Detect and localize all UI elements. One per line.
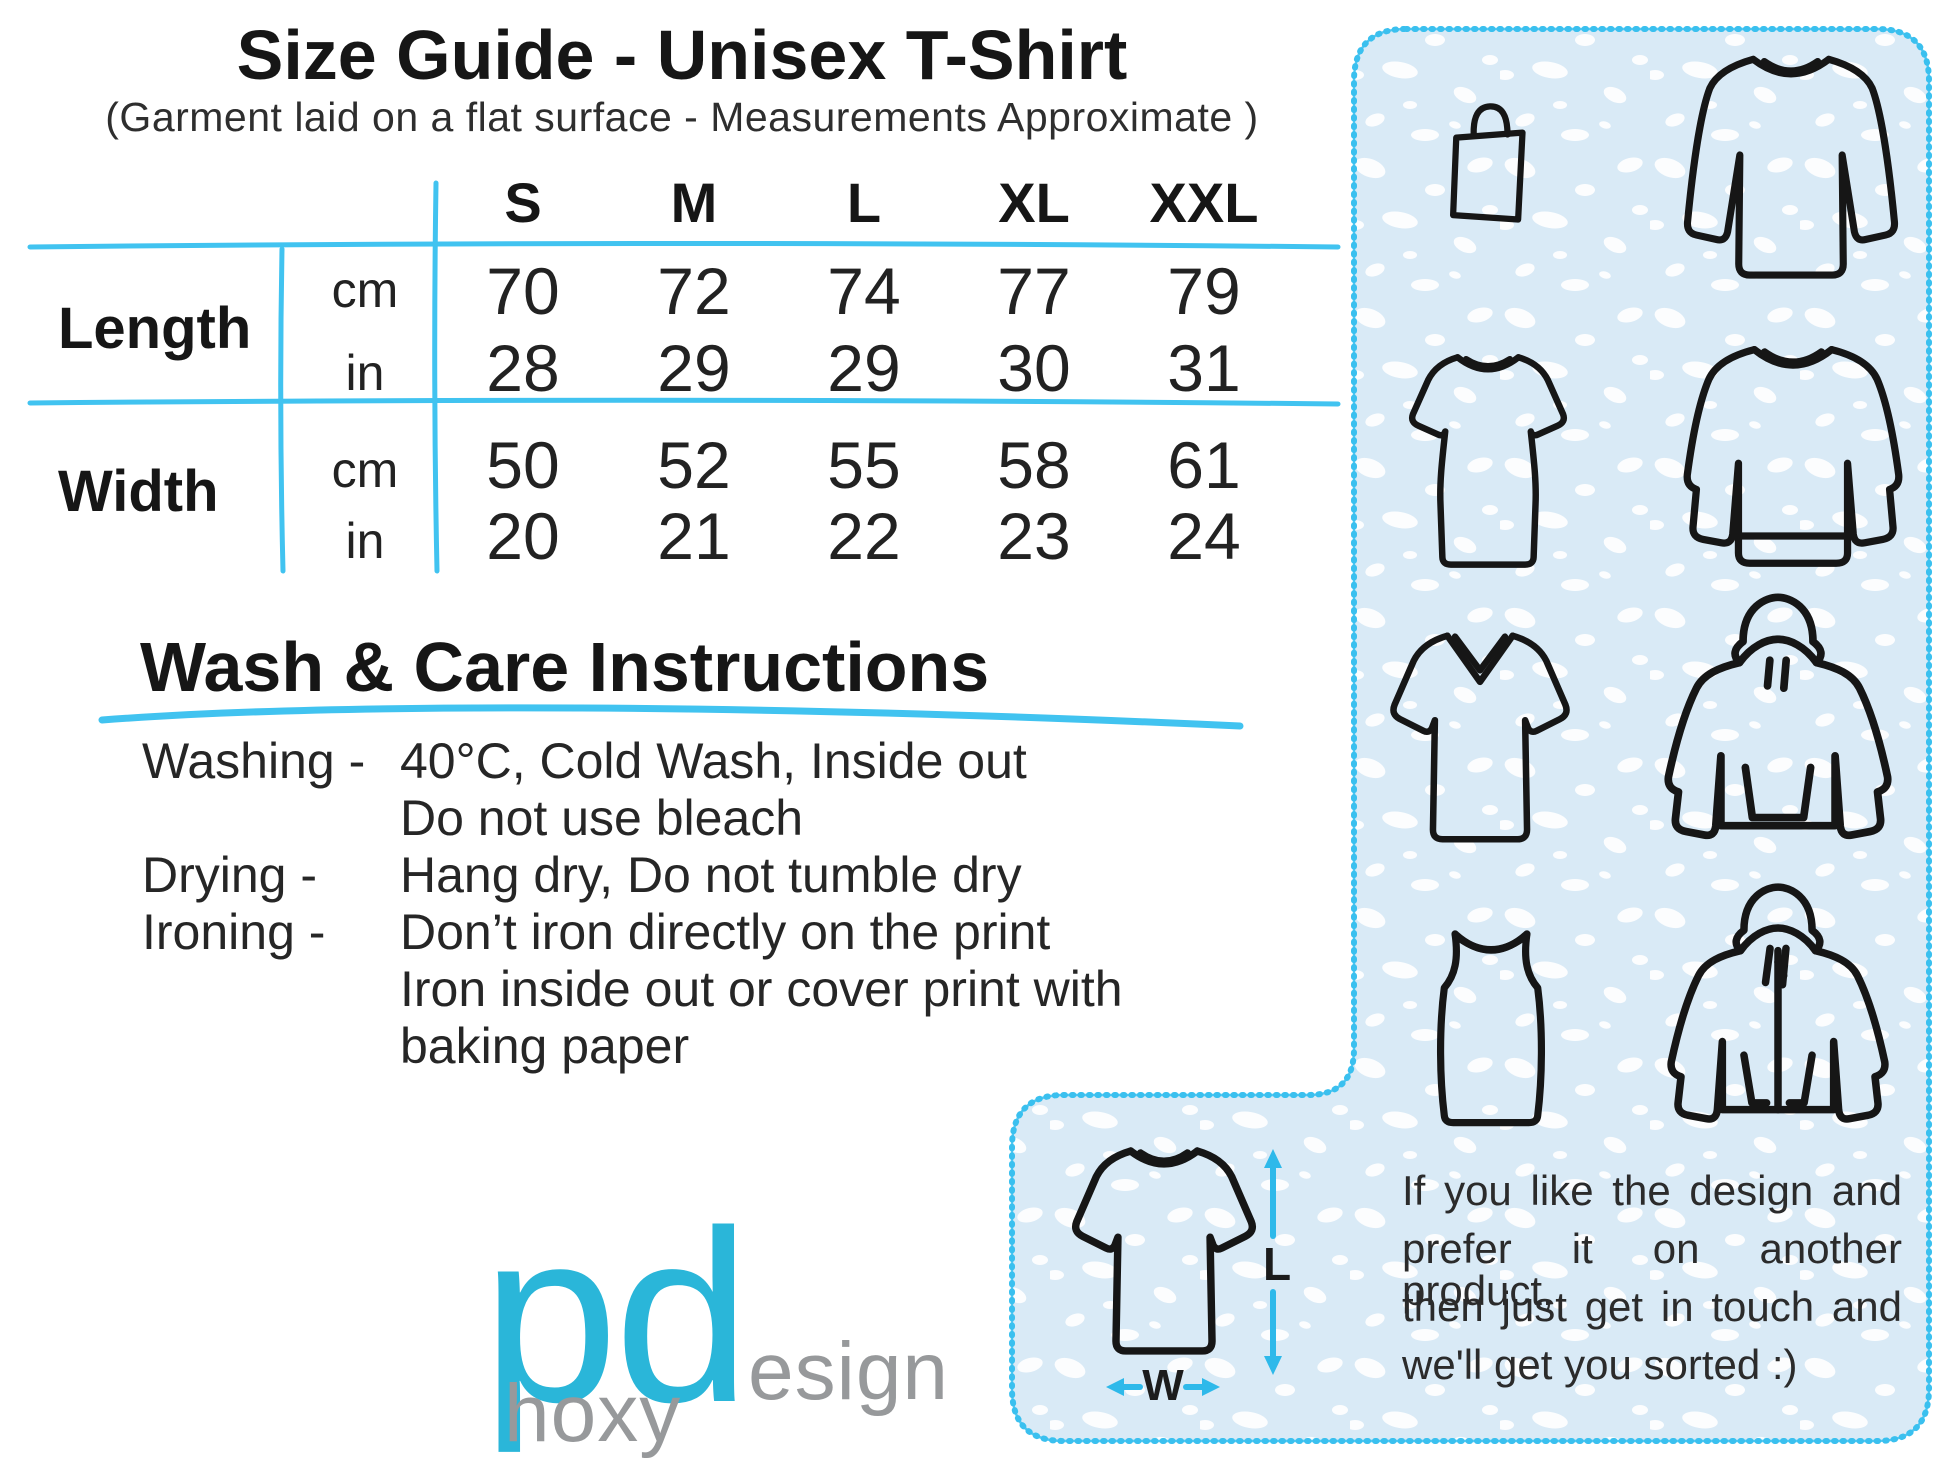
width-arrow [1106,1378,1220,1396]
length-arrow [1264,1149,1282,1375]
hoodie-icon [1664,593,1892,840]
cell-length-in-l: 29 [827,331,901,405]
contact-line: prefer it on another product, [1402,1225,1902,1314]
tote-bag-icon [1450,103,1526,223]
unit-width-in: in [345,513,385,569]
cell-width-in-s: 20 [486,499,560,573]
care-value: Don’t iron directly on the print [400,904,1051,960]
cell-width-in-m: 21 [657,499,731,573]
contact-line: we'll get you sorted :) [1402,1341,1798,1388]
care-value: Iron inside out or cover print with [400,961,1123,1017]
cell-length-in-m: 29 [657,331,731,405]
contact-line: If you like the design and [1402,1167,1902,1214]
v-neck-tshirt-icon [1390,632,1570,843]
care-value: Hang dry, Do not tumble dry [400,847,1022,903]
cell-width-in-xxl: 24 [1167,499,1241,573]
care-label-drying: Drying - [142,847,318,903]
tshirt-measure-icon [1071,1147,1257,1355]
unit-length-in: in [345,345,385,401]
contact-line: then just get in touch and [1402,1283,1902,1330]
cell-length-in-xxl: 31 [1167,331,1241,405]
cell-width-cm-m: 52 [657,428,731,502]
cell-width-cm-s: 50 [486,428,560,502]
row-group-width: Width [58,459,219,524]
page-title: Size Guide - Unisex T-Shirt [236,16,1128,94]
logo-design-text: esign [748,1326,950,1417]
unit-length-cm: cm [331,262,399,318]
logo-initials: pd [482,1179,751,1453]
cell-width-in-xl: 23 [997,499,1071,573]
zip-hoodie-icon [1667,883,1889,1123]
care-value: 40°C, Cold Wash, Inside out [400,733,1027,789]
care-label-ironing: Ironing - [142,904,326,960]
long-sleeve-tshirt-icon [1683,55,1899,279]
cell-length-cm-m: 72 [657,254,731,328]
logo-hoxy-text: hoxy [504,1368,682,1459]
col-header-l: L [846,171,882,234]
width-measure-label: W [1142,1361,1184,1410]
length-measure-label: L [1262,1238,1292,1290]
care-label-washing: Washing - [142,733,366,789]
page-subtitle: (Garment laid on a flat surface - Measur… [105,94,1259,140]
cell-width-cm-xxl: 61 [1167,428,1241,502]
womens-tshirt-icon [1408,354,1568,568]
col-header-xxl: XXL [1149,171,1259,234]
cell-width-cm-l: 55 [827,428,901,502]
unit-width-cm: cm [331,442,399,498]
cell-width-in-l: 22 [827,499,901,573]
care-value: Do not use bleach [400,790,804,846]
care-heading: Wash & Care Instructions [140,628,990,706]
sweatshirt-icon [1683,346,1903,567]
cell-width-cm-xl: 58 [997,428,1071,502]
cell-length-cm-xxl: 79 [1167,254,1241,328]
col-header-xl: XL [998,171,1070,234]
col-header-s: S [504,171,542,234]
cell-length-cm-l: 74 [827,254,901,328]
cell-length-cm-xl: 77 [997,254,1071,328]
row-group-length: Length [58,296,252,361]
cell-length-in-s: 28 [486,331,560,405]
col-header-m: M [670,171,718,234]
cell-length-in-xl: 30 [997,331,1071,405]
care-value: baking paper [400,1018,690,1074]
tank-top-icon [1436,930,1546,1127]
cell-length-cm-s: 70 [486,254,560,328]
